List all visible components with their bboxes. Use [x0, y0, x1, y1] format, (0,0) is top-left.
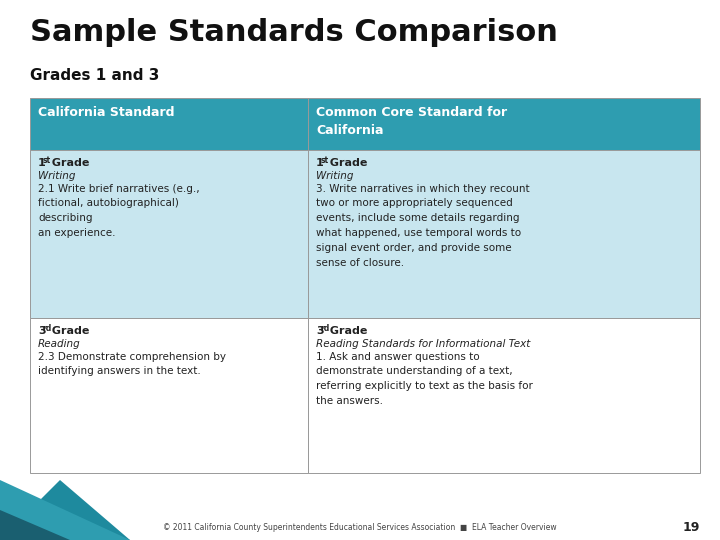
Text: Writing: Writing [316, 171, 354, 181]
Bar [30, 150, 308, 318]
Text: 3: 3 [316, 326, 324, 336]
Text: 3. Write narratives in which they recount
two or more appropriately sequenced
ev: 3. Write narratives in which they recoun… [316, 184, 530, 267]
Text: © 2011 California County Superintendents Educational Services Association  ■  EL: © 2011 California County Superintendents… [163, 523, 557, 532]
Text: 1. Ask and answer questions to
demonstrate understanding of a text,
referring ex: 1. Ask and answer questions to demonstra… [316, 352, 533, 406]
Text: Grade: Grade [325, 326, 367, 336]
Polygon shape [0, 480, 130, 540]
Text: 2.3 Demonstrate comprehension by
identifying answers in the text.: 2.3 Demonstrate comprehension by identif… [38, 352, 226, 376]
Polygon shape [0, 510, 70, 540]
Text: Writing: Writing [38, 171, 76, 181]
Text: Reading Standards for Informational Text: Reading Standards for Informational Text [316, 339, 531, 349]
Text: 1: 1 [316, 158, 324, 168]
Text: st: st [42, 156, 50, 165]
Text: 19: 19 [683, 521, 700, 534]
Bar [30, 318, 308, 473]
Bar [308, 150, 700, 318]
Bar [308, 98, 700, 150]
Text: Grades 1 and 3: Grades 1 and 3 [30, 68, 159, 83]
Text: Reading: Reading [38, 339, 81, 349]
Text: California Standard: California Standard [38, 106, 174, 119]
Text: 3: 3 [38, 326, 45, 336]
Text: rd: rd [320, 324, 330, 333]
Text: st: st [320, 156, 328, 165]
Text: 2.1 Write brief narratives (e.g.,
fictional, autobiographical)
describing
an exp: 2.1 Write brief narratives (e.g., fictio… [38, 184, 199, 238]
Text: Grade: Grade [48, 326, 89, 336]
Text: Grade: Grade [325, 158, 367, 168]
Text: 1: 1 [38, 158, 46, 168]
Text: Grade: Grade [48, 158, 89, 168]
Bar [308, 318, 700, 473]
Polygon shape [0, 480, 130, 540]
Text: rd: rd [42, 324, 52, 333]
Text: Common Core Standard for
California: Common Core Standard for California [316, 106, 507, 137]
Text: Sample Standards Comparison: Sample Standards Comparison [30, 18, 558, 47]
Bar [30, 98, 308, 150]
